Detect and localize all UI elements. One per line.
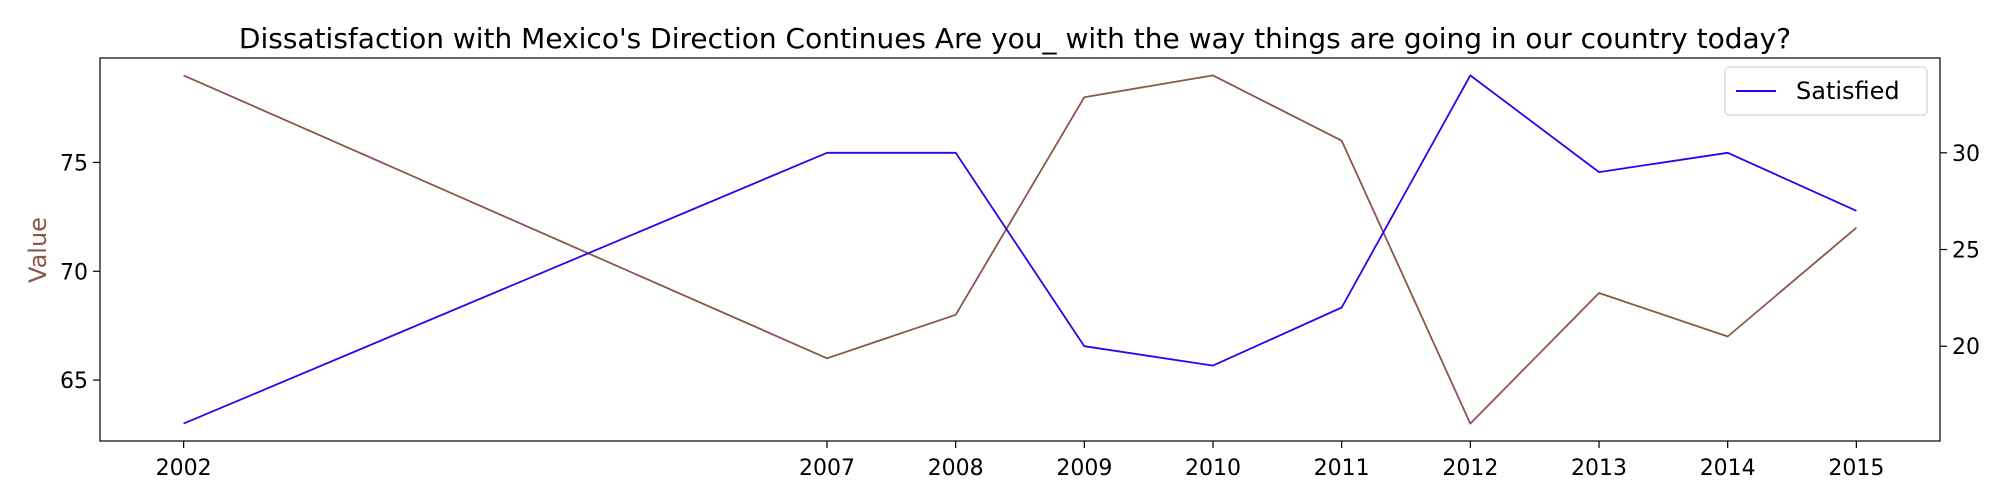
chart-title: Dissatisfaction with Mexico's Direction … (239, 22, 1791, 55)
right-y-tick-label: 20 (1952, 335, 1980, 360)
x-tick-label: 2002 (156, 456, 212, 481)
x-tick-label: 2010 (1185, 456, 1241, 481)
right-y-tick-label: 30 (1952, 142, 1980, 167)
left-y-axis-label: Value (24, 217, 52, 283)
left-y-tick-label: 65 (60, 369, 88, 394)
legend: Satisfied (1724, 66, 1928, 116)
left-y-tick-label: 75 (60, 151, 88, 176)
x-tick-label: 2009 (1056, 456, 1112, 481)
x-tick-label: 2014 (1700, 456, 1756, 481)
x-tick-label: 2011 (1314, 456, 1370, 481)
x-tick-label: 2007 (799, 456, 855, 481)
left-y-tick-label: 70 (60, 260, 88, 285)
plot-frame (99, 57, 1941, 442)
right-y-tick-label: 25 (1952, 239, 1980, 264)
legend-label-satisfied: Satisfied (1796, 77, 1900, 105)
x-tick-label: 2008 (928, 456, 984, 481)
x-tick-label: 2012 (1442, 456, 1498, 481)
legend-box (1724, 66, 1928, 116)
x-tick-label: 2013 (1571, 456, 1627, 481)
series-line-1 (183, 74, 1857, 425)
x-tick-label: 2015 (1828, 456, 1884, 481)
series-line-satisfied (183, 74, 1857, 425)
